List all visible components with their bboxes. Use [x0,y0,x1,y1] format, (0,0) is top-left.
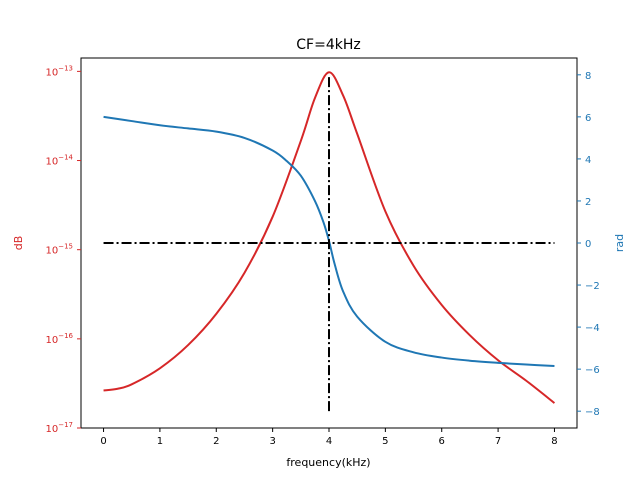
x-tick-label: 7 [495,436,501,447]
x-tick-label: 0 [100,436,106,447]
x-tick-label: 5 [382,436,388,447]
phase-series-line [103,115,555,367]
x-tick-label: 3 [269,436,275,447]
y-left-tick-label: 10−13 [45,64,73,78]
y-left-axis-label: dB [12,236,25,251]
y-left-tick-label: 10−16 [45,332,73,346]
x-tick-label: 1 [157,436,163,447]
y-left-tick-label: 10−17 [45,421,73,435]
y-right-tick-label: 4 [585,155,591,166]
x-tick-label: 8 [551,436,557,447]
y-left-axis-ticks: 10−17 10−16 10−15 10−14 10−13 [45,64,81,435]
y-right-tick-label: −4 [585,323,600,334]
y-right-tick-label: −6 [585,365,600,376]
x-axis-label: frequency(kHz) [286,456,370,469]
y-right-axis-ticks: −8 −6 −4 −2 0 2 4 6 8 [577,71,600,418]
y-right-tick-label: −2 [585,281,600,292]
y-left-tick-label: 10−14 [45,154,73,168]
x-tick-label: 6 [439,436,445,447]
y-right-tick-label: 6 [585,113,591,124]
x-tick-label: 2 [213,436,219,447]
y-right-tick-label: 0 [585,239,591,250]
y-right-tick-label: 2 [585,197,591,208]
x-tick-label: 4 [326,436,332,447]
y-right-axis-label: rad [613,234,626,252]
reference-lines [103,74,555,412]
x-axis-ticks: 0 1 2 3 4 5 6 7 8 [100,428,558,447]
curves [103,71,556,404]
y-left-tick-label: 10−15 [45,243,73,257]
y-right-tick-label: 8 [585,71,591,82]
magnitude-series-line [103,71,556,404]
chart-title: CF=4kHz [296,37,360,53]
y-right-tick-label: −8 [585,407,600,418]
